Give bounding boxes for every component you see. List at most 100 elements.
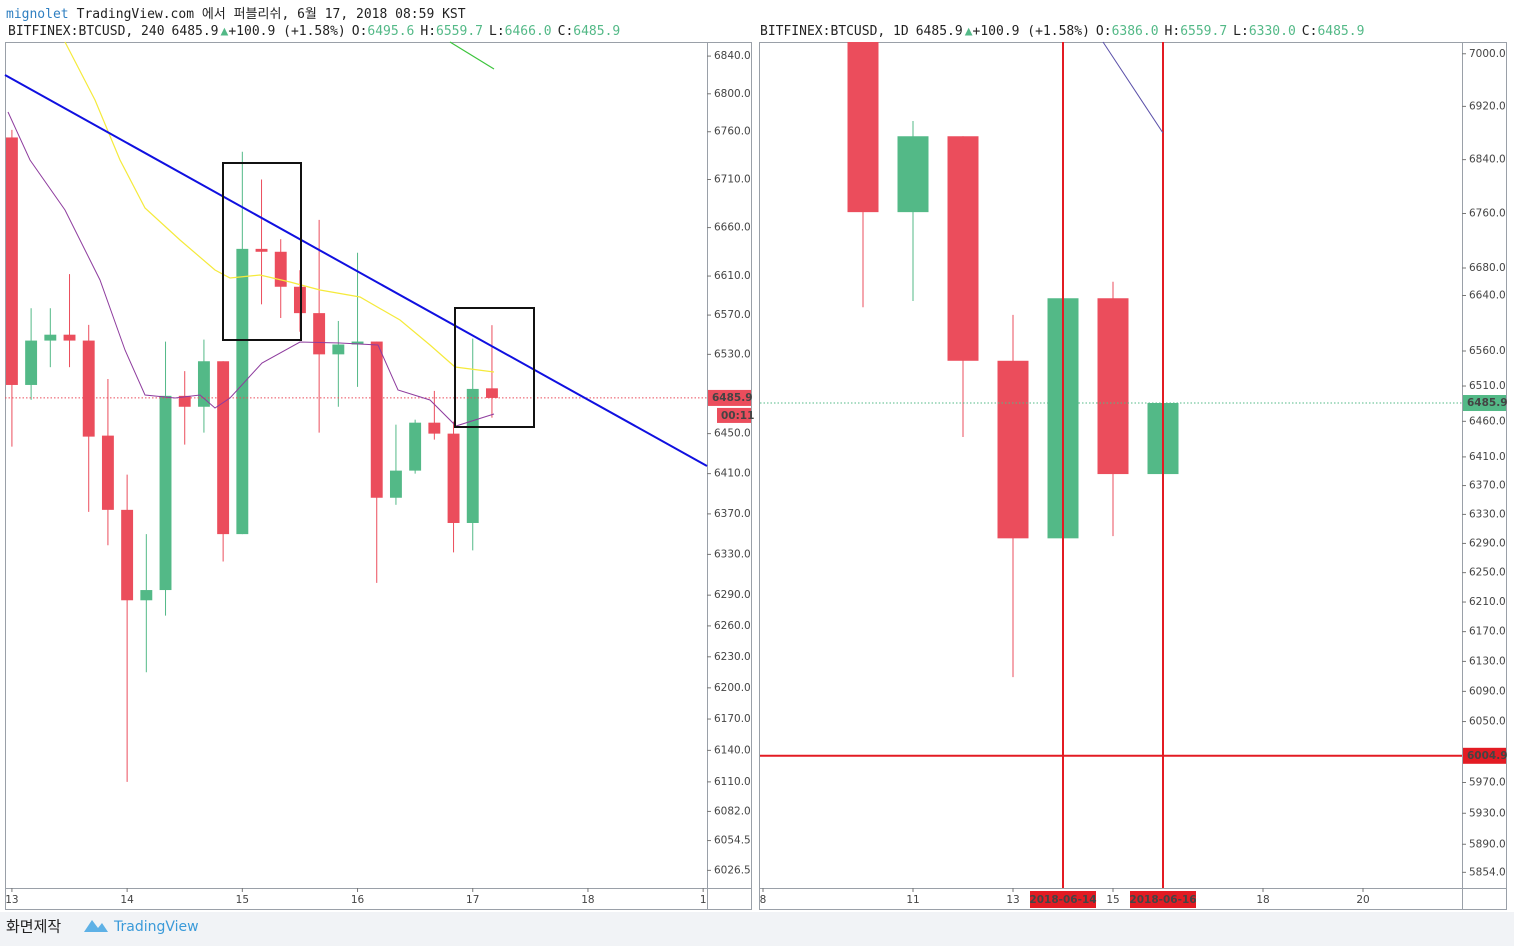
header-part: ▲ [965, 24, 973, 39]
candle-body [1097, 298, 1129, 475]
y-tick-label: 6460.0 [1469, 415, 1506, 427]
x-tick-label: 13 [1006, 894, 1019, 906]
y-tick-label: 6920.0 [1469, 100, 1506, 112]
header-part: BITFINEX:BTCUSD, 240 [8, 24, 165, 39]
header-part: H: [1165, 24, 1181, 39]
header-part: O: [352, 24, 368, 39]
y-tick-label: 6140.0 [714, 744, 751, 756]
header-part: L: [1233, 24, 1249, 39]
header-part: 6466.0 [505, 24, 552, 39]
y-tick-label: 6110.0 [714, 776, 751, 788]
chart-header: BITFINEX:BTCUSD, 240 6485.9 ▲+100.9 (+1.58… [8, 24, 620, 39]
y-tick-label: 6090.0 [1469, 685, 1506, 697]
y-tick-label: 6170.0 [1469, 626, 1506, 638]
chart-header: BITFINEX:BTCUSD, 1D 6485.9 ▲+100.9 (+1.58%… [760, 24, 1364, 39]
y-tick-label: 5890.0 [1469, 838, 1506, 850]
vline-label: 2018-06-16 [1129, 894, 1196, 906]
moving-average [7, 111, 495, 427]
header-part: 6485.9 [916, 24, 963, 39]
candle-body [63, 334, 76, 341]
candle-body [485, 388, 498, 398]
candle-body [236, 248, 249, 535]
header-part: 6485.9 [1317, 24, 1364, 39]
y-tick-label: 6800.0 [714, 88, 751, 100]
moving-average [449, 41, 495, 70]
header-part: +100.9 (+1.58%) [973, 24, 1090, 39]
candle-body [847, 42, 879, 213]
y-tick-label: 6130.0 [1469, 655, 1506, 667]
header-part: 6330.0 [1249, 24, 1296, 39]
y-tick-label: 6230.0 [714, 651, 751, 663]
candle-body [409, 422, 422, 471]
price-label-box [708, 389, 751, 406]
x-tick-label: 1 [700, 894, 707, 906]
x-tick-label: 20 [1356, 894, 1369, 906]
y-tick-label: 6082.0 [714, 805, 751, 817]
header-part: ▲ [221, 24, 229, 39]
header-part: H: [420, 24, 436, 39]
candle-body [178, 395, 191, 407]
drawings [4, 41, 1164, 467]
y-tick-label: 6680.0 [1469, 262, 1506, 274]
author: mignolet [6, 7, 69, 22]
y-tick-label: 6200.0 [714, 682, 751, 694]
header-part: 6485.9 [172, 24, 219, 39]
x-tick-label: 16 [351, 894, 365, 906]
vline-label-box [1130, 891, 1196, 908]
candle-body [897, 136, 929, 213]
x-tick-label: 11 [906, 894, 919, 906]
moving-average [1102, 41, 1164, 134]
price-label: 6485.9 [712, 392, 753, 404]
vline-label: 2018-06-14 [1029, 894, 1096, 906]
moving-average [64, 41, 495, 373]
header-part: O: [1096, 24, 1112, 39]
panel-border [5, 42, 752, 910]
highlight-box [454, 307, 535, 428]
y-tick-label: 6840.0 [714, 50, 751, 62]
candle-body [44, 334, 57, 341]
countdown-box [717, 407, 751, 423]
y-tick-label: 5930.0 [1469, 807, 1506, 819]
candle-body [217, 361, 230, 535]
y-tick-label: 6640.0 [1469, 289, 1506, 301]
header-part: 6559.7 [1180, 24, 1227, 39]
y-tick-label: 6170.0 [714, 713, 751, 725]
y-tick-label: 6370.0 [1469, 480, 1506, 492]
vline-label-box [1030, 891, 1096, 908]
y-tick-label: 6290.0 [1469, 537, 1506, 549]
candle-body [140, 590, 153, 601]
candle-body [947, 136, 979, 361]
y-tick-label: 6330.0 [1469, 508, 1506, 520]
y-tick-label: 5854.0 [1469, 866, 1506, 878]
y-tick-label: 6510.0 [1469, 380, 1506, 392]
header-part: C: [558, 24, 574, 39]
published: TradingView.com 에서 퍼블리쉬, 6월 17, 2018 08:… [77, 7, 466, 22]
y-tick-label: 6210.0 [1469, 596, 1506, 608]
y-tick-label: 6250.0 [1469, 567, 1506, 579]
header-part: BITFINEX:BTCUSD, 1D [760, 24, 909, 39]
highlight-box [222, 162, 302, 341]
made-by: 화면제작 [6, 918, 61, 936]
header-part: +100.9 (+1.58%) [228, 24, 345, 39]
header-part: 6386.0 [1112, 24, 1159, 39]
x-tick-label: 13 [5, 894, 18, 906]
candle-body [447, 433, 460, 523]
y-tick-label: 6840.0 [1469, 154, 1506, 166]
candle-body [197, 361, 210, 407]
price-label-box [1463, 395, 1506, 412]
y-tick-label: 6330.0 [714, 548, 751, 560]
y-tick-label: 6610.0 [714, 270, 751, 282]
candle-body [370, 341, 383, 498]
y-tick-label: 6530.0 [714, 348, 751, 360]
brand-logo [84, 920, 108, 932]
x-tick-label: 15 [236, 894, 249, 906]
hline-label: 6004.9 [1467, 750, 1508, 762]
header-part: 6485.9 [573, 24, 620, 39]
y-tick-label: 6410.0 [1469, 451, 1506, 463]
candle-body [5, 137, 18, 385]
candle-body [101, 435, 114, 510]
y-tick-label: 6710.0 [714, 173, 751, 185]
